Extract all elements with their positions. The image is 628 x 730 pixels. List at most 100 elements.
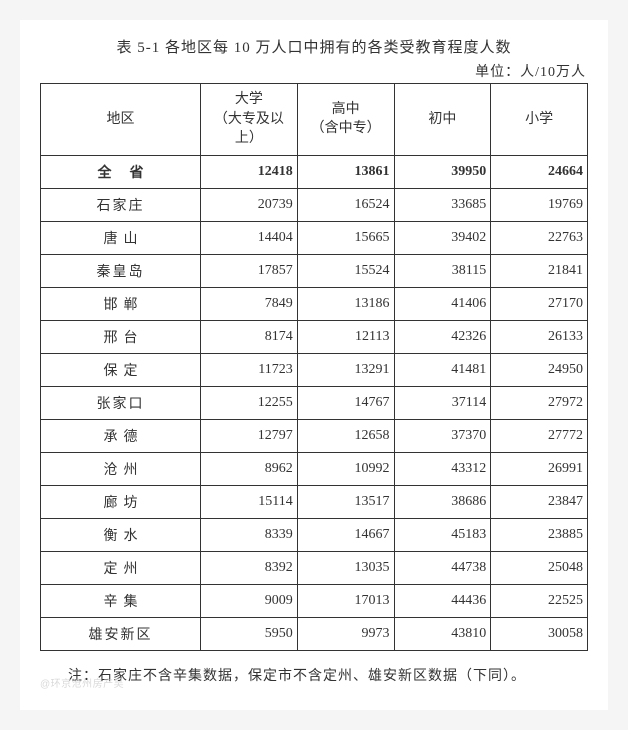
cell-university: 11723	[201, 353, 298, 386]
table-row: 邢台 8174 12113 42326 26133	[41, 320, 588, 353]
cell-region: 沧州	[41, 452, 201, 485]
table-body: 全省 12418 13861 39950 24664 石家庄 20739 165…	[41, 155, 588, 650]
cell-high: 10992	[297, 452, 394, 485]
cell-region: 承德	[41, 419, 201, 452]
cell-middle: 45183	[394, 518, 491, 551]
cell-university: 17857	[201, 254, 298, 287]
table-row: 邯郸 7849 13186 41406 27170	[41, 287, 588, 320]
table-row: 辛集 9009 17013 44436 22525	[41, 584, 588, 617]
cell-region: 秦皇岛	[41, 254, 201, 287]
cell-middle: 37370	[394, 419, 491, 452]
cell-region: 辛集	[41, 584, 201, 617]
cell-high: 13035	[297, 551, 394, 584]
cell-region: 全省	[41, 155, 201, 188]
table-row: 定州 8392 13035 44738 25048	[41, 551, 588, 584]
cell-middle: 39950	[394, 155, 491, 188]
table-row: 唐山 14404 15665 39402 22763	[41, 221, 588, 254]
cell-region: 邢台	[41, 320, 201, 353]
cell-middle: 33685	[394, 188, 491, 221]
cell-middle: 38115	[394, 254, 491, 287]
cell-university: 5950	[201, 617, 298, 650]
cell-high: 12658	[297, 419, 394, 452]
table-row: 秦皇岛 17857 15524 38115 21841	[41, 254, 588, 287]
cell-high: 15665	[297, 221, 394, 254]
table-row: 承德 12797 12658 37370 27772	[41, 419, 588, 452]
cell-university: 8339	[201, 518, 298, 551]
cell-university: 8962	[201, 452, 298, 485]
table-row: 雄安新区 5950 9973 43810 30058	[41, 617, 588, 650]
cell-middle: 44436	[394, 584, 491, 617]
cell-high: 12113	[297, 320, 394, 353]
cell-region: 张家口	[41, 386, 201, 419]
cell-primary: 19769	[491, 188, 588, 221]
cell-high: 17013	[297, 584, 394, 617]
cell-high: 13291	[297, 353, 394, 386]
cell-primary: 22525	[491, 584, 588, 617]
col-region: 地区	[41, 84, 201, 156]
cell-university: 9009	[201, 584, 298, 617]
cell-high: 14767	[297, 386, 394, 419]
table-row: 沧州 8962 10992 43312 26991	[41, 452, 588, 485]
cell-university: 20739	[201, 188, 298, 221]
cell-university: 12255	[201, 386, 298, 419]
table-row: 保定 11723 13291 41481 24950	[41, 353, 588, 386]
education-table: 地区 大学 （大专及以 上） 高中 （含中专） 初中 小学 全省 12418 1…	[40, 83, 588, 651]
table-row: 石家庄 20739 16524 33685 19769	[41, 188, 588, 221]
col-high: 高中 （含中专）	[297, 84, 394, 156]
cell-university: 8392	[201, 551, 298, 584]
cell-primary: 25048	[491, 551, 588, 584]
table-unit: 单位：人/10万人	[40, 61, 586, 81]
cell-high: 13186	[297, 287, 394, 320]
cell-university: 15114	[201, 485, 298, 518]
table-row: 张家口 12255 14767 37114 27972	[41, 386, 588, 419]
cell-primary: 27972	[491, 386, 588, 419]
col-middle: 初中	[394, 84, 491, 156]
cell-region: 定州	[41, 551, 201, 584]
cell-high: 15524	[297, 254, 394, 287]
cell-region: 保定	[41, 353, 201, 386]
cell-region: 石家庄	[41, 188, 201, 221]
cell-primary: 23847	[491, 485, 588, 518]
cell-middle: 37114	[394, 386, 491, 419]
watermark: @环京沧州房产吴	[40, 675, 588, 690]
cell-high: 14667	[297, 518, 394, 551]
cell-primary: 24950	[491, 353, 588, 386]
cell-university: 7849	[201, 287, 298, 320]
col-primary: 小学	[491, 84, 588, 156]
cell-primary: 22763	[491, 221, 588, 254]
cell-primary: 26991	[491, 452, 588, 485]
cell-primary: 26133	[491, 320, 588, 353]
cell-primary: 24664	[491, 155, 588, 188]
cell-middle: 43810	[394, 617, 491, 650]
cell-region: 雄安新区	[41, 617, 201, 650]
col-university: 大学 （大专及以 上）	[201, 84, 298, 156]
document-page: 表 5-1 各地区每 10 万人口中拥有的各类受教育程度人数 单位：人/10万人…	[20, 20, 608, 710]
cell-university: 12797	[201, 419, 298, 452]
cell-middle: 41481	[394, 353, 491, 386]
table-header: 地区 大学 （大专及以 上） 高中 （含中专） 初中 小学	[41, 84, 588, 156]
cell-high: 16524	[297, 188, 394, 221]
table-row: 廊坊 15114 13517 38686 23847	[41, 485, 588, 518]
cell-primary: 23885	[491, 518, 588, 551]
cell-middle: 42326	[394, 320, 491, 353]
cell-middle: 43312	[394, 452, 491, 485]
cell-primary: 27772	[491, 419, 588, 452]
cell-primary: 21841	[491, 254, 588, 287]
cell-region: 邯郸	[41, 287, 201, 320]
cell-region: 衡水	[41, 518, 201, 551]
cell-high: 9973	[297, 617, 394, 650]
cell-middle: 44738	[394, 551, 491, 584]
cell-primary: 27170	[491, 287, 588, 320]
cell-university: 14404	[201, 221, 298, 254]
cell-middle: 41406	[394, 287, 491, 320]
cell-region: 廊坊	[41, 485, 201, 518]
table-row: 全省 12418 13861 39950 24664	[41, 155, 588, 188]
cell-primary: 30058	[491, 617, 588, 650]
cell-high: 13861	[297, 155, 394, 188]
cell-middle: 39402	[394, 221, 491, 254]
cell-middle: 38686	[394, 485, 491, 518]
cell-high: 13517	[297, 485, 394, 518]
cell-university: 12418	[201, 155, 298, 188]
cell-university: 8174	[201, 320, 298, 353]
table-row: 衡水 8339 14667 45183 23885	[41, 518, 588, 551]
